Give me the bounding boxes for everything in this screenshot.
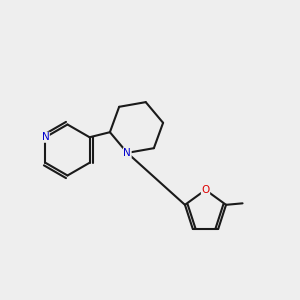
Text: N: N xyxy=(41,132,49,142)
Text: N: N xyxy=(123,148,131,158)
Text: O: O xyxy=(201,185,210,195)
